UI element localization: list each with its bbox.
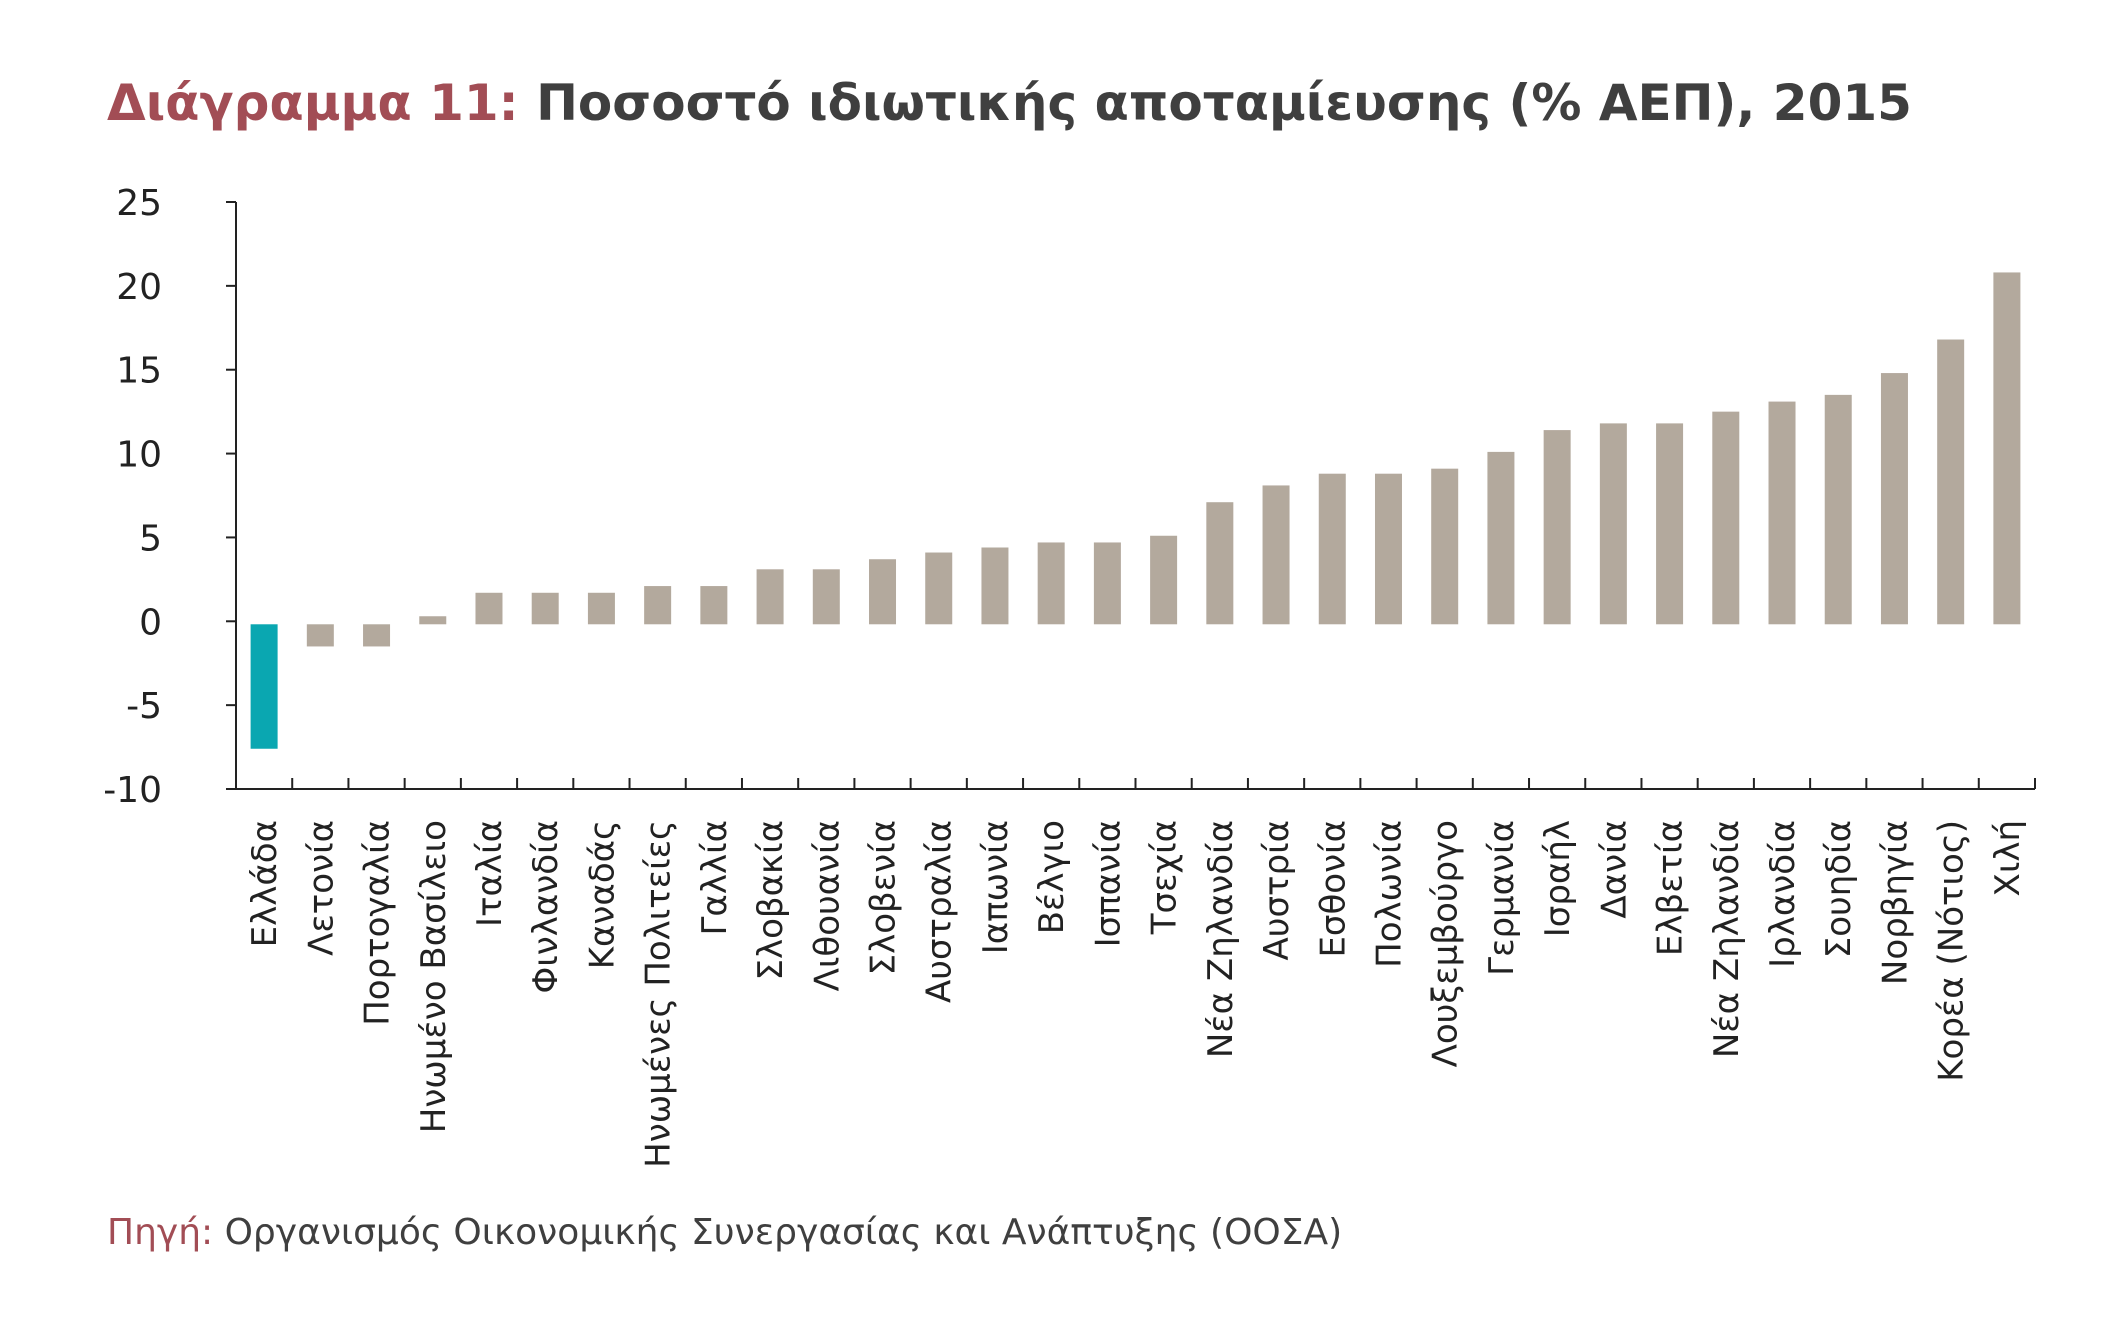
source-label: Πηγή:	[107, 1212, 214, 1253]
x-axis-labels: Ελλάδα Λετονία Πορτογαλία Ηνωμένο Βασίλειο Ι…	[245, 820, 2028, 1168]
y-tick-label: 20	[116, 267, 162, 308]
x-category-label: Νορβηγία	[1875, 820, 1915, 985]
y-tick-label: 5	[139, 518, 162, 559]
x-axis-ticks	[291, 778, 2036, 789]
bar	[1880, 373, 1908, 625]
source-note: Πηγή: Οργανισμός Οικονομικής Συνεργασίας…	[107, 1212, 1342, 1253]
chart-title-number: Διάγραμμα 11:	[107, 74, 519, 132]
bar	[1599, 423, 1627, 625]
x-category-label: Ιαπωνία	[976, 820, 1016, 954]
x-category-label: Ιταλία	[470, 820, 510, 927]
bar	[363, 624, 391, 647]
x-category-label: Εσθονία	[1313, 820, 1353, 958]
y-tick-label: -10	[103, 770, 162, 811]
bar	[1150, 535, 1178, 625]
bar	[1543, 430, 1571, 625]
x-category-label: Δανία	[1594, 820, 1634, 919]
x-category-label: Αυστραλία	[920, 820, 960, 1003]
bar	[306, 624, 334, 647]
x-category-label: Καναδάς	[582, 820, 622, 969]
x-category-label: Χιλή	[1988, 820, 2028, 896]
x-category-label: Ηνωμένες Πολιτείες	[639, 820, 679, 1168]
bar	[1712, 411, 1740, 625]
bar	[869, 559, 897, 625]
y-tick-label: 25	[116, 183, 162, 224]
x-category-label: Ισραήλ	[1538, 820, 1578, 937]
bar	[1937, 339, 1965, 625]
x-category-label: Ελλάδα	[245, 820, 285, 947]
bar	[1374, 473, 1402, 625]
x-category-label: Ισπανία	[1088, 820, 1128, 947]
bar	[475, 592, 503, 625]
bar	[1093, 542, 1121, 625]
y-tick-label: -5	[126, 686, 162, 727]
chart-title-text: Ποσοστό ιδιωτικής αποταμίευσης (% ΑΕΠ), …	[536, 74, 1912, 132]
bar	[1487, 451, 1515, 625]
bar	[925, 552, 953, 625]
bar	[700, 586, 728, 625]
bar	[1037, 542, 1065, 625]
x-category-label: Κορέα (Νότιος)	[1932, 820, 1972, 1082]
x-category-label: Λουξεμβούργο	[1426, 820, 1466, 1067]
x-category-label: Ιρλανδία	[1763, 820, 1803, 968]
bar	[756, 569, 784, 625]
x-category-label: Νέα Ζηλανδία	[1201, 820, 1241, 1058]
bar	[419, 616, 447, 625]
bar	[250, 624, 278, 749]
x-category-label: Σουηδία	[1819, 820, 1859, 958]
x-category-label: Τσεχία	[1145, 820, 1185, 935]
x-category-label: Φινλανδία	[526, 820, 566, 994]
x-category-label: Λιθουανία	[807, 820, 847, 991]
bar	[1262, 485, 1290, 625]
x-category-label: Λετονία	[301, 820, 341, 956]
bar	[587, 592, 615, 625]
bar	[1431, 468, 1459, 625]
bar	[1656, 423, 1684, 625]
y-tick-label: 15	[116, 351, 162, 392]
bar	[1206, 502, 1234, 625]
bar	[1318, 473, 1346, 625]
bar	[1768, 401, 1796, 625]
x-category-label: Νέα Ζηλανδία	[1707, 820, 1747, 1058]
chart-title: Διάγραμμα 11: Ποσοστό ιδιωτικής αποταμίε…	[107, 74, 1912, 132]
x-category-label: Γερμανία	[1482, 820, 1522, 976]
bar	[1993, 272, 2021, 625]
axes	[235, 202, 2035, 790]
x-category-label: Σλοβακία	[751, 820, 791, 980]
bars	[250, 272, 2021, 749]
bar	[812, 569, 840, 625]
bar	[1824, 394, 1852, 625]
bar	[644, 586, 672, 625]
x-category-label: Πορτογαλία	[358, 820, 398, 1026]
bar	[531, 592, 559, 625]
x-category-label: Σλοβενία	[864, 820, 904, 975]
y-axis-ticks: 25 20 15 10 5 0 -5 -10	[103, 183, 236, 811]
x-category-label: Πολωνία	[1369, 820, 1409, 968]
x-category-label: Αυστρία	[1257, 820, 1297, 960]
x-category-label: Βέλγιο	[1032, 820, 1072, 934]
y-tick-label: 10	[116, 435, 162, 476]
x-category-label: Ελβετία	[1651, 820, 1691, 956]
source-text: Οργανισμός Οικονομικής Συνεργασίας και Α…	[224, 1212, 1343, 1253]
x-category-label: Γαλλία	[695, 820, 735, 936]
x-category-label: Ηνωμένο Βασίλειο	[414, 820, 454, 1133]
bar	[981, 547, 1009, 625]
y-tick-label: 0	[139, 602, 162, 643]
